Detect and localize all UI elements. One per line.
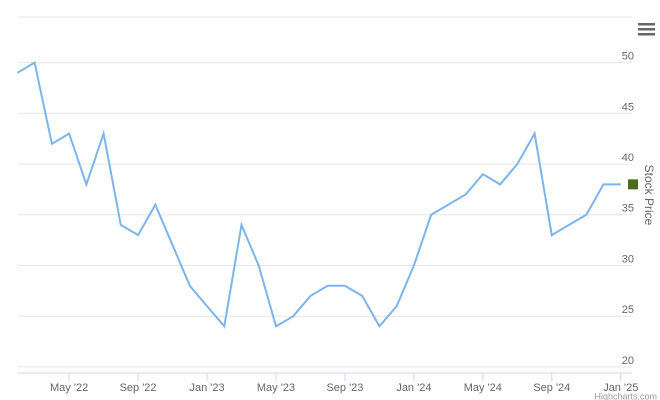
x-tick-label: Sep '22 xyxy=(120,382,157,394)
x-tick-label: Jan '23 xyxy=(189,382,224,394)
menu-bar xyxy=(638,33,655,36)
y-tick-label: 30 xyxy=(622,253,634,265)
y-axis-title: Stock Price xyxy=(642,165,656,226)
y-tick-label: 35 xyxy=(622,203,634,215)
x-tick-label: Sep '23 xyxy=(326,382,363,394)
x-tick-label: Jan '25 xyxy=(603,382,638,394)
x-tick-label: May '23 xyxy=(257,382,295,394)
credit[interactable]: Highcharts.com xyxy=(594,391,657,400)
last-price-marker xyxy=(628,179,638,190)
y-tick-label: 20 xyxy=(622,355,634,367)
menu-bar xyxy=(638,23,655,26)
x-tick-label: Sep '24 xyxy=(533,382,570,394)
y-tick-label: 50 xyxy=(622,51,634,63)
menu-bar xyxy=(638,28,655,31)
y-tick-label: 45 xyxy=(622,101,634,113)
x-tick-label: Jan '24 xyxy=(396,382,431,394)
price-line xyxy=(16,61,621,329)
menu-button[interactable] xyxy=(638,23,655,36)
x-tick-label: May '24 xyxy=(464,382,502,394)
y-tick-label: 40 xyxy=(622,152,634,164)
y-tick-label: 25 xyxy=(622,304,634,316)
x-tick-label: May '22 xyxy=(50,382,88,394)
